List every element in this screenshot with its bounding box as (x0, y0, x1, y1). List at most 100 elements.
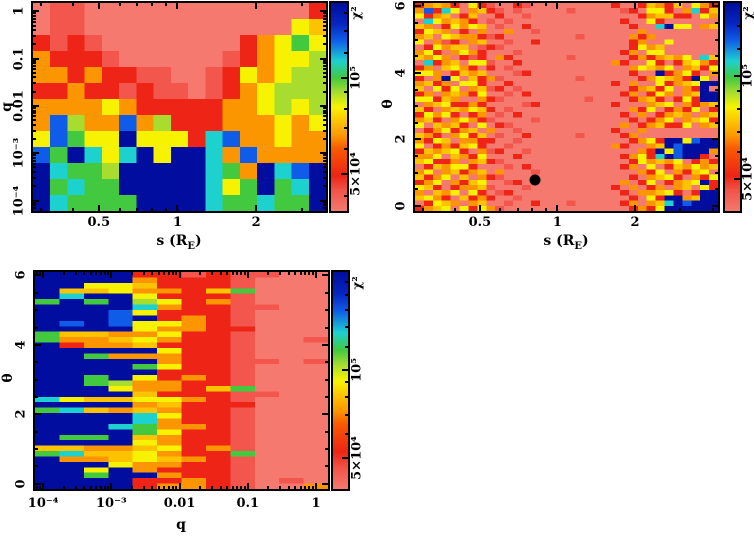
x-tick (39, 272, 41, 275)
x-tick (312, 272, 314, 275)
x-tick (531, 208, 533, 211)
y-tick-label: 0 (13, 479, 29, 489)
x-tick (83, 272, 85, 275)
x-tick (301, 208, 303, 211)
colorbar-tick (344, 127, 347, 129)
x-tick (422, 208, 424, 211)
x-tick (247, 272, 249, 278)
x-tick-label: 10⁻³ (96, 496, 127, 511)
colorbar-tick (344, 30, 347, 32)
x-tick (176, 205, 178, 211)
x-tick (226, 272, 228, 275)
y-tick (33, 91, 36, 93)
y-tick (35, 274, 41, 276)
x-tick (199, 486, 201, 489)
x-tick (288, 272, 290, 275)
y-tick (325, 361, 328, 363)
colorbar-tick (345, 294, 348, 296)
y-tick (323, 21, 326, 23)
colorbar-title-chi2: χ² (349, 6, 363, 20)
x-tick (75, 272, 77, 275)
x-tick (300, 486, 302, 489)
x-tick (100, 486, 102, 489)
colorbar-tick (344, 108, 347, 110)
x-tick (422, 3, 424, 6)
x-tick (175, 486, 177, 489)
colorbar-tick (737, 108, 740, 110)
y-tick (415, 155, 418, 157)
y-tick (323, 110, 326, 112)
y-tick (325, 379, 328, 381)
y-tick (715, 89, 718, 91)
x-tick (226, 486, 228, 489)
x-tick (163, 272, 165, 275)
x-tick (158, 272, 160, 275)
x-tick (712, 208, 714, 211)
y-tick-label: 2 (393, 134, 409, 144)
y-tick-label: 10⁻⁴ (11, 185, 27, 216)
y-tick (33, 152, 39, 154)
y-tick (322, 483, 328, 485)
y-tick (33, 138, 36, 140)
y-tick (323, 130, 326, 132)
x-tick (107, 272, 109, 275)
y-tick (415, 22, 418, 24)
x-tick (244, 486, 246, 489)
y-tick (35, 448, 38, 450)
x-tick (83, 486, 85, 489)
y-tick (33, 119, 36, 121)
y-tick-label: 0 (393, 201, 409, 211)
y-tick (323, 163, 326, 165)
y-tick (35, 309, 38, 311)
x-tick (288, 486, 290, 489)
heatmap-panel-theta-vs-q (33, 270, 330, 491)
y-tick (415, 188, 418, 190)
x-tick-label: 1 (311, 496, 321, 511)
y-tick (715, 39, 718, 41)
y-tick-label: 1 (11, 6, 27, 16)
x-tick (90, 486, 92, 489)
x-tick (294, 272, 296, 275)
y-tick-label: 0.1 (11, 47, 27, 70)
colorbar-tick (734, 178, 740, 180)
y-tick (33, 43, 36, 45)
y-tick (715, 22, 718, 24)
x-tick (136, 208, 138, 211)
y-tick (323, 204, 326, 206)
y-tick (33, 160, 36, 162)
x-tick (240, 272, 242, 275)
y-tick (712, 138, 718, 140)
x-tick (131, 272, 133, 275)
x-tick (110, 483, 112, 489)
y-tick (33, 107, 36, 109)
x-tick (36, 272, 38, 275)
y-tick (323, 12, 326, 14)
x-tick (232, 272, 234, 275)
y-tick (33, 110, 36, 112)
x-tick (679, 208, 681, 211)
x-tick (240, 486, 242, 489)
heatmap-canvas-theta-vs-q (35, 272, 328, 489)
colorbar-tick (345, 433, 348, 435)
x-tick (634, 205, 636, 211)
colorbar-tick (344, 195, 347, 197)
x-tick (267, 486, 269, 489)
x-tick (545, 3, 547, 6)
x-tick-label: 0.1 (236, 496, 260, 511)
y-tick-label: 6 (13, 270, 29, 280)
y-tick (323, 82, 326, 84)
x-tick (95, 272, 97, 275)
y-tick (33, 10, 39, 12)
y-tick (33, 112, 36, 114)
y-tick (712, 5, 718, 7)
y-tick (415, 55, 418, 57)
x-tick-label: 1 (552, 215, 562, 230)
x-tick (63, 486, 65, 489)
x-tick (255, 3, 257, 9)
x-tick (168, 486, 170, 489)
x-tick-label: 0.5 (468, 215, 492, 230)
x-tick (151, 272, 153, 275)
y-tick (715, 172, 718, 174)
y-axis-title-theta: θ (0, 373, 16, 383)
x-axis-title-s: s (RE) (156, 233, 202, 252)
